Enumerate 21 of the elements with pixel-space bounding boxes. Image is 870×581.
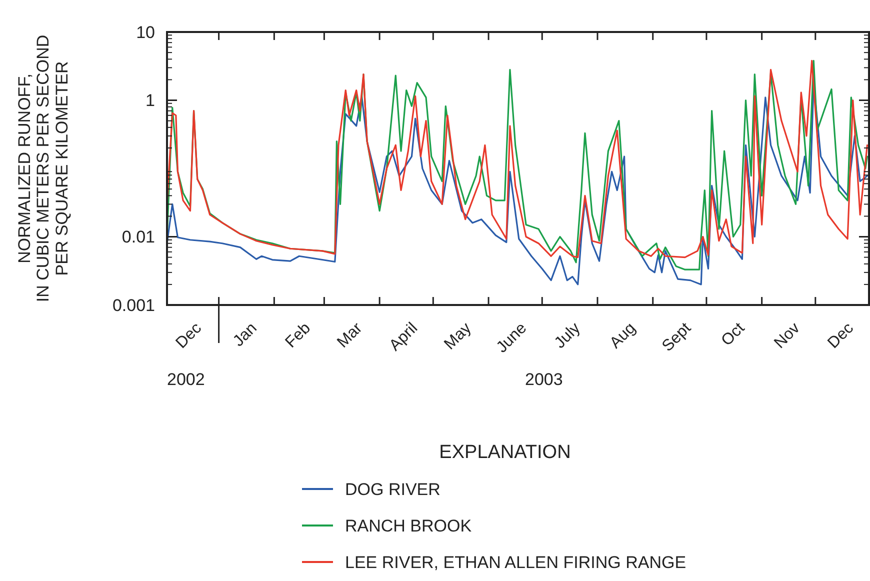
x-tick-label: July	[552, 320, 584, 352]
legend-label: LEE RIVER, ETHAN ALLEN FIRING RANGE	[345, 552, 686, 572]
legend-label: DOG RIVER	[345, 480, 440, 499]
x-tick-label: May	[441, 320, 475, 354]
legend-title: EXPLANATION	[439, 442, 571, 463]
text: 2003	[524, 370, 563, 389]
x-tick-label: Nov	[771, 320, 804, 352]
y-tick-label: 0.01	[122, 228, 155, 247]
text: 2002	[167, 370, 205, 389]
y-axis-title: NORMALIZED RUNOFF, IN CUBIC METERS PER SECOND PER SQUARE KILOMETER	[15, 34, 72, 302]
y-tick-label: 10	[136, 22, 155, 42]
x-tick-label: Mar	[334, 319, 366, 352]
x-tick-label: Dec	[172, 320, 206, 352]
y-tick-label: 1	[146, 91, 155, 110]
legend-label: RANCH BROOK	[345, 516, 472, 536]
x-tick-label: Dec	[824, 320, 857, 352]
x-tick-label: Jan	[230, 320, 260, 350]
y-tick-label: 0.001	[112, 296, 155, 315]
x-tick-label: Oct	[718, 319, 748, 350]
x-tick-label: Aug	[606, 320, 640, 352]
x-tick-label: Feb	[282, 320, 314, 352]
